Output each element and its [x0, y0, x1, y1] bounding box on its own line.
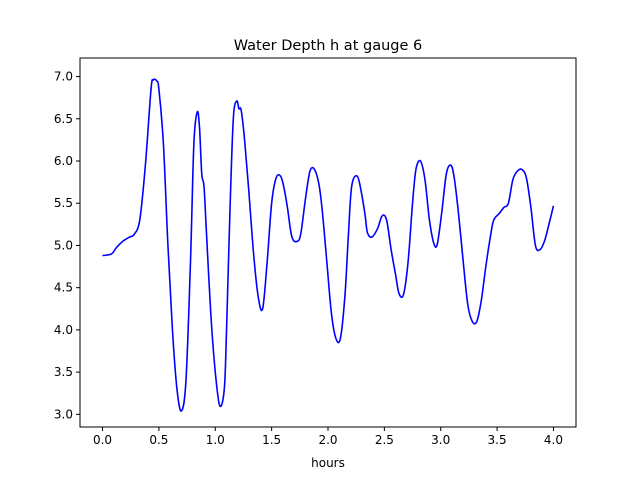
x-axis-label: hours: [311, 456, 345, 470]
axis-ticks: 0.0 0.5 1.0 1.5 2.0 2.5 3.0 3.5 4.0 3.0 3.5 4.0 4.5 5…: [54, 70, 563, 447]
y-tick-label: 3.0: [54, 407, 73, 421]
x-tick-label: 0.5: [149, 433, 168, 447]
x-tick-label: 1.0: [206, 433, 225, 447]
y-tick-label: 4.0: [54, 323, 73, 337]
plot-area: [102, 78, 555, 412]
plot-frame: [79, 57, 577, 428]
y-tick-label: 6.5: [54, 112, 73, 126]
x-tick-label: 3.5: [488, 433, 507, 447]
chart-title: Water Depth h at gauge 6: [234, 38, 422, 54]
y-tick-label: 5.0: [54, 238, 73, 252]
x-tick-label: 0.0: [93, 433, 112, 447]
y-tick-label: 7.0: [54, 70, 73, 84]
x-tick-label: 4.0: [544, 433, 563, 447]
x-tick-label: 3.0: [431, 433, 450, 447]
y-tick-label: 3.5: [54, 365, 73, 379]
y-tick-label: 6.0: [54, 154, 73, 168]
series-line-0: [102, 78, 555, 412]
x-tick-label: 2.5: [375, 433, 394, 447]
y-tick-label: 5.5: [54, 196, 73, 210]
x-tick-label: 1.5: [262, 433, 281, 447]
x-tick-label: 2.0: [318, 433, 337, 447]
y-tick-label: 4.5: [54, 281, 73, 295]
